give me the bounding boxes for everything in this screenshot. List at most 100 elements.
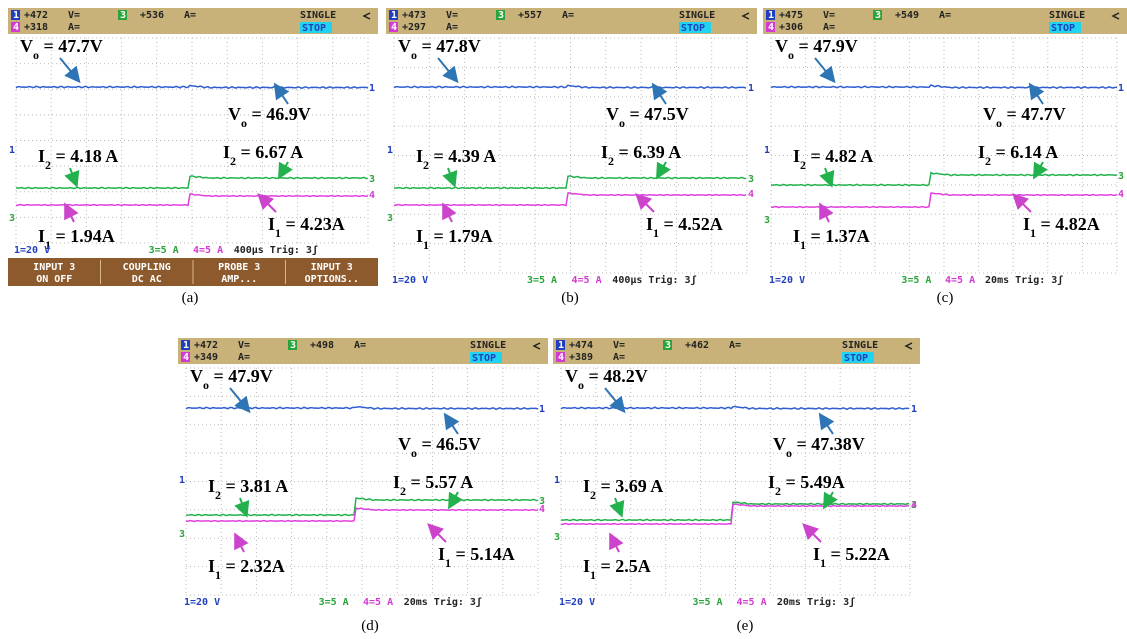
scale-ch4: 4=5 A bbox=[737, 597, 767, 608]
scale-ch3: 3=5 A bbox=[149, 245, 179, 256]
scale-ch3: 3=5 A bbox=[319, 597, 349, 608]
ann-symbol: I bbox=[601, 142, 608, 162]
ann-symbol: I bbox=[393, 472, 400, 492]
ground-marker: 1 bbox=[179, 475, 185, 486]
ann-symbol: V bbox=[773, 434, 786, 454]
header-unit: A= bbox=[613, 352, 625, 363]
acq-mode: SINGLE bbox=[1049, 10, 1085, 21]
ground-marker: 3 bbox=[387, 213, 393, 224]
ann-symbol: V bbox=[190, 366, 203, 386]
scope-panel: 1+472V=3+536A=4+318A=SINGLESTOP13413Vo =… bbox=[8, 8, 378, 286]
ann-value: = 46.9V bbox=[247, 104, 311, 124]
menu-title: PROBE 3 bbox=[218, 262, 260, 273]
ground-marker: 3 bbox=[554, 532, 560, 543]
trace-marker: 4 bbox=[1118, 189, 1124, 200]
acq-mode: SINGLE bbox=[842, 340, 878, 351]
ann-symbol: I bbox=[208, 476, 215, 496]
ann-symbol: V bbox=[228, 104, 241, 124]
channel-id: 3 bbox=[665, 340, 671, 351]
timebase: 20ms Trig: 3ʃ bbox=[404, 596, 482, 608]
ann-symbol: V bbox=[398, 434, 411, 454]
menu-title: INPUT 3 bbox=[33, 262, 75, 273]
ann-value: = 6.39 A bbox=[614, 142, 681, 162]
channel-id: 1 bbox=[768, 10, 774, 21]
caption: (b) bbox=[561, 290, 579, 306]
header-unit: A= bbox=[184, 10, 196, 21]
scale-ch4: 4=5 A bbox=[193, 245, 223, 256]
scale-ch3: 3=5 A bbox=[527, 275, 557, 286]
caption: (d) bbox=[361, 618, 379, 634]
ann-value: = 2.32A bbox=[221, 556, 285, 576]
channel-id: 1 bbox=[391, 10, 397, 21]
ann-symbol: I bbox=[438, 544, 445, 564]
header-value: +473 bbox=[402, 10, 426, 21]
header-unit: A= bbox=[446, 22, 458, 33]
channel-id: 4 bbox=[768, 22, 774, 33]
ann-symbol: I bbox=[646, 214, 653, 234]
ann-value: = 46.5V bbox=[417, 434, 481, 454]
figure: 1+472V=3+536A=4+318A=SINGLESTOP13413Vo =… bbox=[0, 0, 1127, 639]
ann-symbol: I bbox=[38, 226, 45, 246]
header-unit: A= bbox=[729, 340, 741, 351]
ann-value: = 47.9V bbox=[794, 36, 858, 56]
channel-id: 1 bbox=[558, 340, 564, 351]
ann-value: = 4.39 A bbox=[429, 146, 496, 166]
trace-marker: 1 bbox=[1118, 83, 1124, 94]
acq-status: STOP bbox=[472, 353, 496, 364]
caption: (e) bbox=[737, 618, 754, 634]
ann-value: = 1.79A bbox=[429, 226, 493, 246]
header-unit: A= bbox=[68, 22, 80, 33]
scale-ch1: 1=20 V bbox=[769, 275, 805, 286]
channel-id: 4 bbox=[558, 352, 564, 363]
ann-value: = 47.7V bbox=[1002, 104, 1066, 124]
header-value: +549 bbox=[895, 10, 919, 21]
trace-marker: 1 bbox=[539, 404, 545, 415]
ann-value: = 4.82A bbox=[1036, 214, 1100, 234]
ann-value: = 4.23A bbox=[281, 214, 345, 234]
channel-id: 1 bbox=[183, 340, 189, 351]
ann-symbol: I bbox=[978, 142, 985, 162]
channel-id: 4 bbox=[391, 22, 397, 33]
trace-marker: 1 bbox=[748, 83, 754, 94]
header-value: +475 bbox=[779, 10, 803, 21]
channel-id: 3 bbox=[498, 10, 504, 21]
ann-symbol: V bbox=[983, 104, 996, 124]
trace-marker: 3 bbox=[1118, 171, 1124, 182]
menu-options: DC AC bbox=[132, 274, 162, 285]
header-unit: A= bbox=[939, 10, 951, 21]
ann-symbol: I bbox=[583, 556, 590, 576]
ann-value: = 47.38V bbox=[792, 434, 865, 454]
ann-symbol: I bbox=[416, 226, 423, 246]
ann-symbol: I bbox=[813, 544, 820, 564]
scale-ch4: 4=5 A bbox=[572, 275, 602, 286]
ann-value: = 5.14A bbox=[451, 544, 515, 564]
ground-marker: 1 bbox=[764, 145, 770, 156]
acq-status: STOP bbox=[844, 353, 868, 364]
ann-value: = 2.5A bbox=[596, 556, 651, 576]
acq-mode: SINGLE bbox=[470, 340, 506, 351]
channel-id: 4 bbox=[183, 352, 189, 363]
acq-mode: SINGLE bbox=[300, 10, 336, 21]
trace-marker: 4 bbox=[369, 190, 375, 201]
ann-symbol: I bbox=[583, 476, 590, 496]
header-unit: A= bbox=[562, 10, 574, 21]
scale-ch1: 1=20 V bbox=[14, 245, 50, 256]
header-value: +306 bbox=[779, 22, 803, 33]
ground-marker: 3 bbox=[9, 213, 15, 224]
header-value: +557 bbox=[518, 10, 542, 21]
menu-options: ON OFF bbox=[36, 274, 72, 285]
header-value: +389 bbox=[569, 352, 593, 363]
ann-value: = 4.52A bbox=[659, 214, 723, 234]
ann-symbol: V bbox=[606, 104, 619, 124]
scale-ch1: 1=20 V bbox=[559, 597, 595, 608]
header-unit: V= bbox=[68, 10, 80, 21]
timebase: 20ms Trig: 3ʃ bbox=[985, 274, 1063, 286]
ann-value: = 5.57 A bbox=[406, 472, 473, 492]
ann-value: = 3.81 A bbox=[221, 476, 288, 496]
ann-value: = 47.8V bbox=[417, 36, 481, 56]
ann-symbol: I bbox=[768, 472, 775, 492]
channel-id: 3 bbox=[875, 10, 881, 21]
header-unit: V= bbox=[613, 340, 625, 351]
